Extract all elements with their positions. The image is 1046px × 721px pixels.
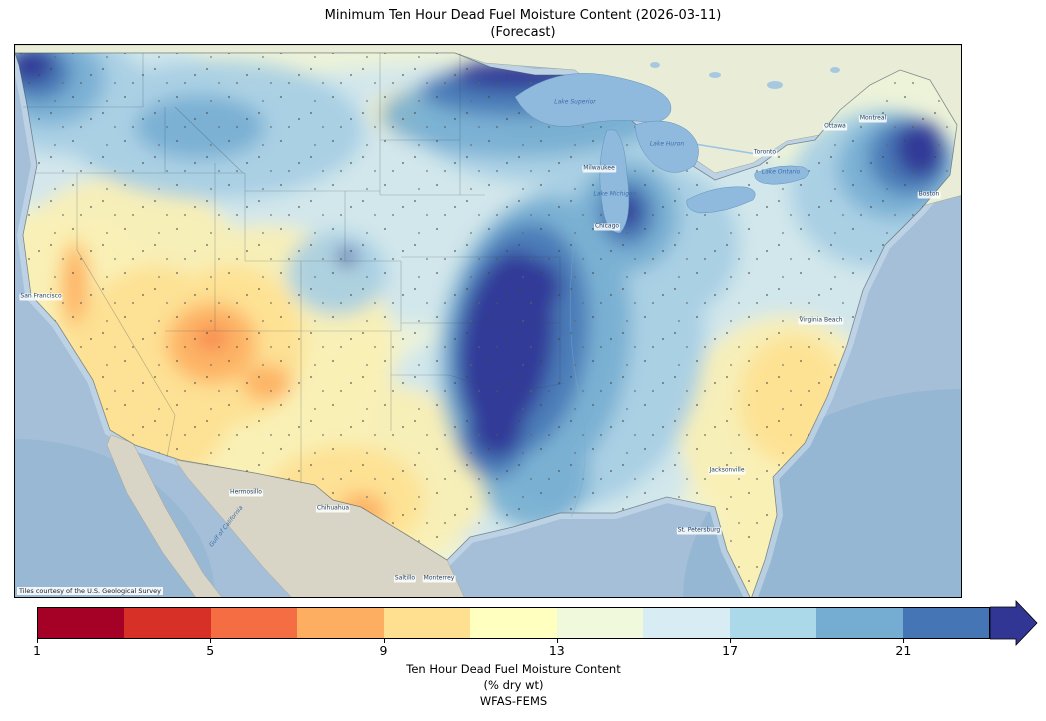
map-label-lake-huron: Lake Huron (649, 140, 685, 148)
map-label-lake-ontario: Lake Ontario (761, 168, 801, 176)
colorbar-segment-1-3 (38, 608, 125, 638)
lake-superior (514, 73, 672, 127)
colorbar-label: Ten Hour Dead Fuel Moisture Content (% d… (37, 662, 990, 710)
map-label-chihuahua: Chihuahua (315, 504, 351, 513)
map-label-san-francisco: San Francisco (19, 292, 63, 301)
map-label-hermosillo: Hermosillo (229, 488, 263, 497)
map-label-st-petersburg: St. Petersburg (676, 526, 722, 535)
mississippi-river (569, 234, 586, 518)
colorbar-segment-15-17 (643, 608, 730, 638)
colorbar-tick-5: 5 (206, 639, 215, 658)
colorbar-tick-13: 13 (548, 639, 565, 658)
map-label-milwaukee: Milwaukee (582, 164, 616, 173)
colorbar-tick-9: 9 (379, 639, 388, 658)
colorbar-label-line3: WFAS-FEMS (479, 693, 548, 708)
map-art (15, 45, 961, 597)
colorbar-ticks: 1 5 9 13 17 21 (33, 639, 990, 658)
colorbar-segment-5-7 (210, 608, 298, 638)
lake-michigan (599, 129, 630, 234)
map-label-jacksonville: Jacksonville (708, 466, 746, 475)
map-attribution: Tiles courtesy of the U.S. Geological Su… (17, 587, 163, 595)
canada-land (15, 45, 961, 214)
colorbar-segment-11-13 (470, 608, 557, 638)
colorbar-segment-13-15 (556, 608, 644, 638)
colorbar-segment-9-11 (383, 608, 471, 638)
great-lakes (514, 73, 809, 234)
map-label-montreal: Montreal (858, 114, 888, 123)
map-label-saltillo: Saltillo (393, 574, 417, 583)
colorbar-segment-17-19 (729, 608, 817, 638)
mexico-baja (106, 434, 222, 597)
colorbar-label-line1: Ten Hour Dead Fuel Moisture Content (406, 662, 621, 676)
colorbar-bar (37, 607, 990, 639)
map-label-lake-michigan: Lake Michigan (593, 190, 637, 198)
colorbar-segment-19-21 (816, 608, 903, 638)
map-label-ottawa: Ottawa (823, 122, 847, 131)
lake-erie (686, 186, 756, 214)
map-canvas: Lake Superior Lake Michigan Lake Huron L… (14, 44, 962, 598)
colorbar-label-line2: (% dry wt) (483, 677, 544, 692)
map-label-chicago: Chicago (593, 222, 621, 231)
colorbar-arrow-shape (990, 600, 1038, 646)
lake-huron (634, 120, 699, 173)
figure-title: Minimum Ten Hour Dead Fuel Moisture Cont… (0, 7, 1046, 41)
title-line1: Minimum Ten Hour Dead Fuel Moisture Cont… (324, 8, 722, 23)
map-label-virginia-beach: Virginia Beach (798, 316, 844, 325)
map-label-lake-superior: Lake Superior (554, 98, 596, 106)
colorbar-segment-3-5 (124, 608, 211, 638)
colorbar-tick-1: 1 (33, 639, 41, 658)
map-label-toronto: Toronto (752, 148, 778, 157)
map-label-monterrey: Monterrey (422, 574, 456, 583)
state-borders (23, 53, 564, 483)
colorbar-tick-17: 17 (722, 639, 739, 658)
colorbar: 1 5 9 13 17 21 Ten Hour Dead Fuel Moisture Co… (33, 600, 1042, 710)
colorbar-tick-21: 21 (895, 639, 912, 658)
colorbar-segment-7-9 (297, 608, 384, 638)
ocean-deep-southwest (15, 439, 215, 597)
colorbar-extend-arrow (990, 600, 1038, 646)
colorbar-segment-21-23 (902, 608, 989, 638)
map-label-boston: Boston (917, 190, 941, 199)
lake-ontario (754, 165, 809, 185)
title-line2: (Forecast) (490, 25, 556, 41)
